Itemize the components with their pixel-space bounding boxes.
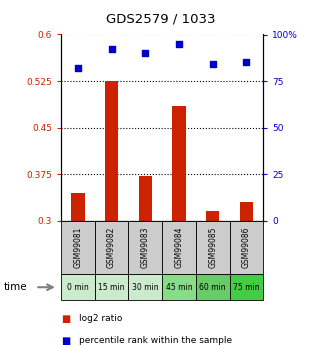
- Bar: [230, 274, 263, 300]
- Text: GSM99084: GSM99084: [174, 227, 184, 268]
- Bar: [61, 221, 95, 274]
- Point: [210, 61, 215, 67]
- Point: [75, 65, 80, 71]
- Text: ■: ■: [61, 336, 70, 345]
- Text: GSM99085: GSM99085: [208, 227, 217, 268]
- Text: 30 min: 30 min: [132, 283, 159, 292]
- Bar: [172, 106, 186, 221]
- Bar: [230, 221, 263, 274]
- Point: [143, 50, 148, 56]
- Bar: [162, 274, 196, 300]
- Text: 60 min: 60 min: [199, 283, 226, 292]
- Text: GSM99086: GSM99086: [242, 227, 251, 268]
- Bar: [206, 211, 219, 221]
- Text: log2 ratio: log2 ratio: [79, 314, 122, 323]
- Text: 15 min: 15 min: [98, 283, 125, 292]
- Text: percentile rank within the sample: percentile rank within the sample: [79, 336, 232, 345]
- Bar: [239, 202, 253, 221]
- Text: GSM99081: GSM99081: [73, 227, 82, 268]
- Text: GSM99083: GSM99083: [141, 227, 150, 268]
- Bar: [139, 176, 152, 221]
- Text: GDS2579 / 1033: GDS2579 / 1033: [106, 12, 215, 25]
- Text: 0 min: 0 min: [67, 283, 89, 292]
- Bar: [105, 81, 118, 221]
- Bar: [95, 274, 128, 300]
- Bar: [71, 193, 85, 221]
- Bar: [196, 274, 230, 300]
- Text: ■: ■: [61, 314, 70, 324]
- Text: time: time: [3, 282, 27, 292]
- Point: [176, 41, 181, 47]
- Text: GSM99082: GSM99082: [107, 227, 116, 268]
- Bar: [196, 221, 230, 274]
- Point: [109, 47, 114, 52]
- Bar: [95, 221, 128, 274]
- Text: 75 min: 75 min: [233, 283, 260, 292]
- Text: 45 min: 45 min: [166, 283, 192, 292]
- Bar: [162, 221, 196, 274]
- Bar: [128, 274, 162, 300]
- Bar: [61, 274, 95, 300]
- Bar: [128, 221, 162, 274]
- Point: [244, 60, 249, 65]
